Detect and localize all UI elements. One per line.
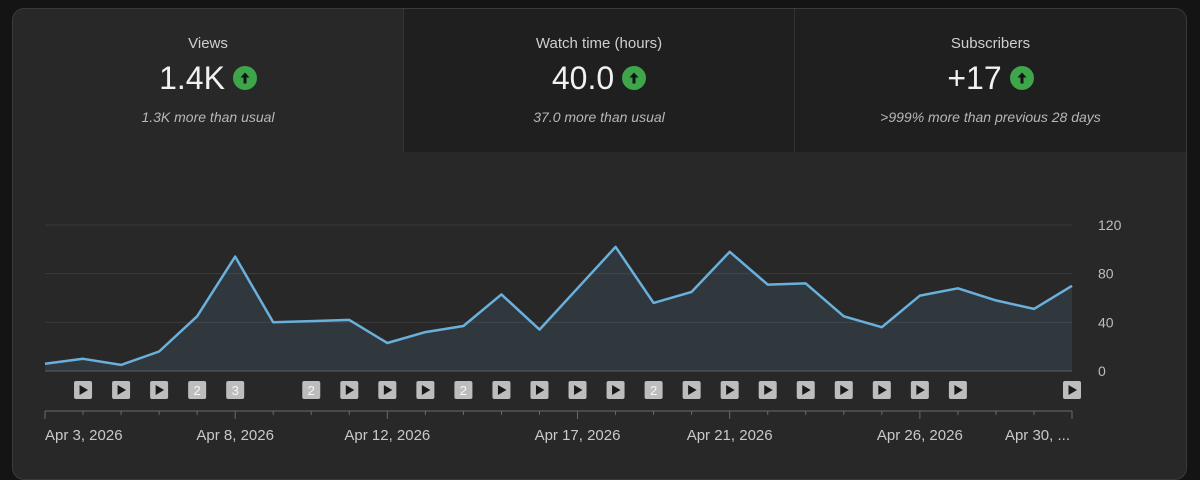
x-tick-label: Apr 3, 2026 [45,427,123,444]
video-marker-play-icon[interactable] [150,381,169,399]
metric-title: Subscribers [950,35,1031,52]
video-marker-count[interactable]: 3 [226,381,245,399]
svg-text:2: 2 [194,383,201,398]
x-tick-label: Apr 26, 2026 [877,427,963,444]
metric-comparison: 1.3K more than usual [141,109,275,125]
video-marker-count[interactable]: 2 [644,381,663,399]
metrics-row: Views 1.4K 1.3K more than usual Watch ti… [13,9,1186,152]
video-marker-play-icon[interactable] [834,381,853,399]
x-tick-label: Apr 12, 2026 [344,427,430,444]
x-tick-label: Apr 30, ... [1005,427,1070,444]
metric-value: 1.4K [159,60,225,96]
video-marker-count[interactable]: 2 [454,381,473,399]
series-line [44,245,1073,367]
metric-title: Watch time (hours) [535,35,663,52]
video-marker-play-icon[interactable] [758,381,777,399]
svg-text:2: 2 [308,383,315,398]
video-marker-count[interactable]: 2 [302,381,321,399]
metric-card-views[interactable]: Views 1.4K 1.3K more than usual [13,9,404,152]
video-marker-count[interactable]: 2 [188,381,207,399]
svg-text:2: 2 [460,383,467,398]
metric-comparison: 37.0 more than usual [533,109,665,125]
video-marker-play-icon[interactable] [340,381,359,399]
video-marker-play-icon[interactable] [416,381,435,399]
video-marker-play-icon[interactable] [910,381,929,399]
arrow-up-icon [232,66,257,90]
video-marker-play-icon[interactable] [568,381,587,399]
svg-text:2: 2 [650,383,657,398]
video-marker-play-icon[interactable] [796,381,815,399]
video-marker-play-icon[interactable] [1063,381,1081,399]
y-tick-label: 40 [1098,314,1114,330]
metric-value: +17 [947,60,1002,96]
y-tick-label: 120 [1098,217,1122,233]
metric-comparison: >999% more than previous 28 days [880,109,1101,125]
video-marker-play-icon[interactable] [530,381,549,399]
views-line-chart: 0 40 80 120 2 3 2 2 2 Apr 3, 2026 Apr 8, 2026 Apr 1… [44,217,1122,444]
video-marker-play-icon[interactable] [606,381,625,399]
x-tick-label: Apr 17, 2026 [535,427,621,444]
video-marker-play-icon[interactable] [872,381,891,399]
video-marker-play-icon[interactable] [112,381,131,399]
metric-title: Views [188,35,228,52]
y-tick-label: 80 [1098,266,1114,282]
video-marker-play-icon[interactable] [682,381,701,399]
analytics-panel: Views 1.4K 1.3K more than usual Watch ti… [12,8,1187,480]
x-tick-label: Apr 8, 2026 [196,427,274,444]
arrow-up-icon [622,66,647,90]
metric-value: 40.0 [551,60,615,96]
video-marker-play-icon[interactable] [720,381,739,399]
svg-text:3: 3 [232,383,239,398]
y-tick-label: 0 [1098,363,1106,379]
video-marker-play-icon[interactable] [948,381,967,399]
video-marker-play-icon[interactable] [74,381,93,399]
metric-card-subscribers[interactable]: Subscribers +17 >999% more than previous… [795,9,1186,152]
video-marker-play-icon[interactable] [492,381,511,399]
video-marker-play-icon[interactable] [378,381,397,399]
arrow-up-icon [1009,66,1034,90]
metric-card-watch-time[interactable]: Watch time (hours) 40.0 37.0 more than u… [404,9,795,152]
x-tick-label: Apr 21, 2026 [687,427,773,444]
